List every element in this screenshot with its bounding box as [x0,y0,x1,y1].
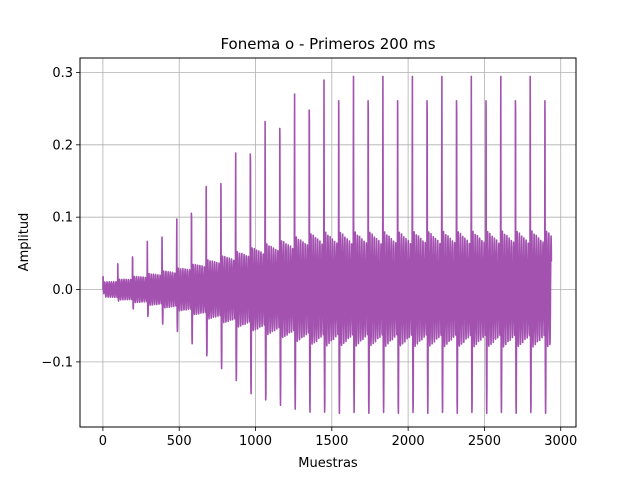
x-tick-label: 1500 [315,434,348,449]
x-axis-label: Muestras [298,456,358,471]
x-tick-label: 1000 [239,434,272,449]
x-tick-label: 3000 [544,434,577,449]
y-axis-label: Amplitud [17,213,32,272]
x-tick-label: 2000 [392,434,425,449]
x-tick-label: 0 [99,434,107,449]
y-tick-label: 0.1 [52,211,73,226]
y-tick-label: 0.2 [52,138,73,153]
waveform-series-line [102,75,553,414]
y-axis-ticks: −0.1 0.0 0.1 0.2 0.3 [41,66,80,370]
chart-title: Fonema o - Primeros 200 ms [220,35,435,53]
x-tick-label: 2500 [468,434,501,449]
x-axis-ticks: 0 500 1000 1500 2000 2500 3000 [99,427,577,449]
x-tick-label: 500 [167,434,192,449]
plot-area [102,75,553,414]
y-tick-label: −0.1 [41,355,73,370]
axes-frame [79,57,577,428]
y-tick-label: 0.3 [52,66,73,81]
y-tick-label: 0.0 [52,283,73,298]
